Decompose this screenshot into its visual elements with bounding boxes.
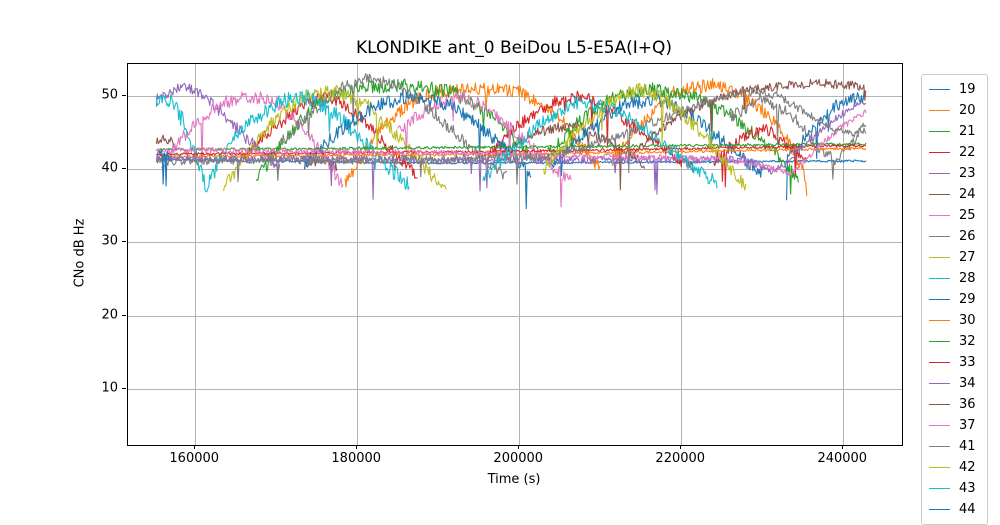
y-tick-mark <box>122 388 126 390</box>
legend-label: 43 <box>959 481 976 496</box>
legend-entry: 37 <box>929 415 980 436</box>
legend-entry: 27 <box>929 247 980 268</box>
y-tick-label: 30 <box>101 233 118 249</box>
legend-label: 24 <box>959 187 976 202</box>
legend-entry: 36 <box>929 394 980 415</box>
legend-entry: 44 <box>929 499 980 520</box>
legend-line-swatch <box>929 425 950 426</box>
legend-line-swatch <box>929 278 950 279</box>
legend-label: 21 <box>959 124 976 139</box>
legend-entry: 20 <box>929 100 980 121</box>
legend-line-swatch <box>929 215 950 216</box>
legend-line-swatch <box>929 383 950 384</box>
legend-label: 30 <box>959 313 976 328</box>
legend-label: 44 <box>959 502 976 517</box>
legend-entry: 43 <box>929 478 980 499</box>
y-tick-label: 50 <box>101 87 118 103</box>
legend-entry: 32 <box>929 331 980 352</box>
legend-line-swatch <box>929 488 950 489</box>
legend-entry: 22 <box>929 142 980 163</box>
legend-entry: 21 <box>929 121 980 142</box>
legend-entry: 29 <box>929 289 980 310</box>
legend-entry: 30 <box>929 310 980 331</box>
legend-label: 22 <box>959 145 976 160</box>
legend-entry: 34 <box>929 373 980 394</box>
legend-label: 42 <box>959 460 976 475</box>
legend-line-swatch <box>929 320 950 321</box>
legend-entry: 23 <box>929 163 980 184</box>
legend-entry: 33 <box>929 352 980 373</box>
legend-line-swatch <box>929 110 950 111</box>
legend-label: 41 <box>959 439 976 454</box>
legend-label: 28 <box>959 271 976 286</box>
legend-line-swatch <box>929 467 950 468</box>
x-axis-label: Time (s) <box>487 472 541 487</box>
plot-area <box>127 63 903 446</box>
legend-line-swatch <box>929 131 950 132</box>
legend-label: 36 <box>959 397 976 412</box>
legend-entry: 41 <box>929 436 980 457</box>
legend-entry: 42 <box>929 457 980 478</box>
y-tick-label: 10 <box>101 380 118 396</box>
legend-label: 34 <box>959 376 976 391</box>
legend-label: 33 <box>959 355 976 370</box>
x-tick-label: 160000 <box>169 451 220 466</box>
legend-label: 25 <box>959 208 976 223</box>
y-tick-mark <box>122 241 126 243</box>
legend-line-swatch <box>929 299 950 300</box>
legend-line-swatch <box>929 173 950 174</box>
legend-entry: 25 <box>929 205 980 226</box>
y-tick-label: 20 <box>101 307 118 323</box>
legend-label: 32 <box>959 334 976 349</box>
x-tick-mark <box>518 445 520 449</box>
legend-label: 37 <box>959 418 976 433</box>
chart-title: KLONDIKE ant_0 BeiDou L5-E5A(I+Q) <box>355 38 673 58</box>
legend: 19 20 21 22 23 24 25 26 27 28 29 30 32 33 34 36 37 41 42 43… <box>921 74 988 525</box>
x-tick-mark <box>194 445 196 449</box>
plot-canvas <box>128 64 902 445</box>
y-tick-mark <box>122 314 126 316</box>
legend-line-swatch <box>929 152 950 153</box>
legend-entry: 19 <box>929 79 980 100</box>
legend-line-swatch <box>929 509 950 510</box>
legend-line-swatch <box>929 236 950 237</box>
x-tick-mark <box>842 445 844 449</box>
y-tick-mark <box>122 167 126 169</box>
legend-line-swatch <box>929 194 950 195</box>
legend-line-swatch <box>929 446 950 447</box>
x-tick-label: 240000 <box>817 451 868 466</box>
legend-line-swatch <box>929 404 950 405</box>
y-axis-label: CNo dB Hz <box>72 218 88 288</box>
y-tick-label: 40 <box>101 160 118 176</box>
legend-entry: 24 <box>929 184 980 205</box>
x-tick-mark <box>680 445 682 449</box>
legend-label: 20 <box>959 103 976 118</box>
x-tick-label: 220000 <box>655 451 706 466</box>
x-tick-mark <box>356 445 358 449</box>
legend-line-swatch <box>929 341 950 342</box>
legend-entry: 28 <box>929 268 980 289</box>
x-tick-label: 180000 <box>331 451 382 466</box>
legend-label: 19 <box>959 82 976 97</box>
legend-label: 23 <box>959 166 976 181</box>
y-tick-mark <box>122 94 126 96</box>
x-tick-label: 200000 <box>493 451 544 466</box>
legend-label: 29 <box>959 292 976 307</box>
legend-line-swatch <box>929 89 950 90</box>
figure: KLONDIKE ant_0 BeiDou L5-E5A(I+Q) 160000… <box>72 38 988 525</box>
legend-line-swatch <box>929 257 950 258</box>
legend-line-swatch <box>929 362 950 363</box>
legend-entry: 26 <box>929 226 980 247</box>
legend-label: 27 <box>959 250 976 265</box>
legend-label: 26 <box>959 229 976 244</box>
